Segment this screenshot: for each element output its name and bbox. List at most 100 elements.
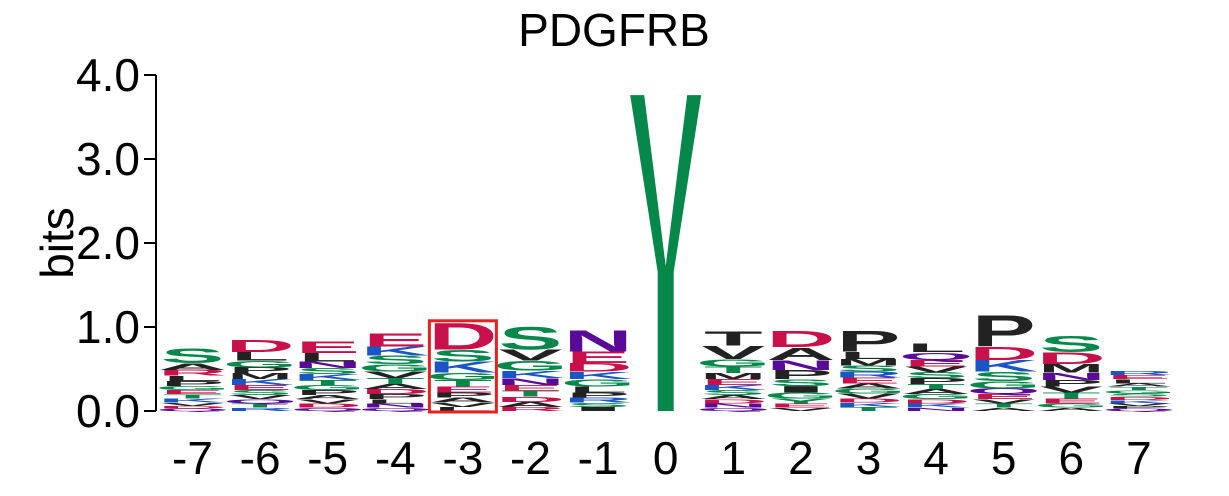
logo-letter: S — [499, 320, 563, 357]
logo-letter: T — [1110, 386, 1168, 391]
logo-letter: D — [1104, 396, 1173, 401]
logo-letter: T — [1042, 391, 1100, 400]
logo-letter: T — [501, 389, 559, 398]
logo-letter: T — [907, 383, 965, 391]
logo-letter: D — [361, 388, 430, 396]
logo-letter: T — [163, 393, 221, 399]
logo-letter: Q — [696, 407, 770, 412]
logo-letter: Q — [223, 398, 297, 404]
logo-letter: L — [569, 385, 627, 394]
logo-letter: V — [1107, 403, 1171, 407]
logo-letter: V — [701, 342, 765, 363]
logo-letter: E — [431, 385, 495, 394]
y-tick-label: 2.0 — [76, 217, 140, 269]
logo-letter: E — [161, 389, 225, 395]
logo-letter: S — [972, 369, 1036, 383]
x-tick-label: 6 — [1059, 432, 1085, 484]
logo-letter: A — [1037, 407, 1106, 412]
logo-letter: L — [839, 349, 897, 361]
logo-letter: K — [1104, 399, 1173, 404]
logo-letter: G — [899, 393, 973, 401]
logo-letter: M — [836, 357, 901, 367]
logo-letter: G — [223, 359, 297, 369]
logo-letter: P — [972, 306, 1036, 356]
logo-letter: N — [902, 407, 971, 412]
logo-letter: S — [769, 378, 833, 388]
y-tick-label: 1.0 — [76, 301, 140, 353]
logo-letter: G — [155, 385, 229, 391]
logo-letter: V — [1039, 385, 1103, 394]
logo-letter: L — [163, 375, 221, 383]
logo-letter: R — [1104, 370, 1173, 376]
logo-letter: S — [363, 353, 427, 366]
logo-letter: K — [361, 344, 430, 358]
logo-letter: I — [566, 406, 631, 413]
logo-letter: K — [564, 370, 633, 382]
logo-letter: K — [428, 359, 497, 376]
logo-letter: S — [1039, 331, 1103, 357]
logo-letter: T — [704, 365, 762, 375]
logo-letter: G — [1102, 389, 1176, 394]
logo-letter: K — [699, 384, 768, 392]
x-tick-label: 3 — [856, 432, 882, 484]
logo-letter: D — [766, 326, 835, 352]
logo-letter: A — [766, 344, 835, 364]
logo-letter: R — [158, 368, 227, 377]
logo-letter: K — [158, 397, 227, 403]
logo-letter: T — [704, 327, 762, 350]
letter-stack — [630, 95, 702, 411]
y-tick-label: 0.0 — [76, 385, 140, 437]
logo-letter: A — [428, 396, 497, 404]
highlight-box — [427, 319, 498, 414]
logo-letter: L — [299, 351, 357, 364]
logo-letter: P — [228, 366, 292, 375]
logo-letter: N — [496, 377, 565, 387]
logo-letter: S — [228, 389, 292, 397]
logo-letter: E — [904, 358, 968, 368]
x-tick-label: -7 — [172, 432, 213, 484]
logo-letter: P — [769, 368, 833, 382]
logo-letter: N — [699, 402, 768, 408]
y-tick-label: 3.0 — [76, 133, 140, 185]
logo-letter: A — [699, 394, 768, 400]
logo-letter: T — [975, 402, 1033, 408]
logo-letter: K — [496, 369, 565, 381]
logo-letter: V — [904, 365, 968, 374]
x-tick-label: 5 — [991, 432, 1017, 484]
logo-letter: Q — [899, 350, 973, 362]
x-tick-label: -6 — [240, 432, 281, 484]
logo-letter: S — [296, 367, 360, 376]
logo-letter: Q — [155, 408, 229, 412]
logo-letter: E — [363, 329, 427, 350]
x-tick-label: 4 — [923, 432, 949, 484]
logo-letter: T — [434, 378, 492, 388]
logo-letter: V — [837, 392, 901, 400]
logo-letter: E — [1107, 374, 1171, 380]
logo-letter: L — [907, 342, 965, 355]
logo-letter: R — [834, 370, 903, 379]
x-axis: -7 -6 -5 -4 -3 -2 -1 0 1 2 3 4 5 6 7 — [172, 432, 1152, 484]
logo-letter: V — [972, 398, 1036, 404]
logo-letter: T — [231, 402, 289, 408]
logo-letter: D — [496, 396, 565, 404]
logo-letter: E — [837, 376, 901, 385]
logo-letter: D — [834, 397, 903, 403]
logo-letter: Q — [291, 407, 365, 412]
x-tick-label: -4 — [375, 432, 416, 484]
logo-letter: G — [561, 377, 635, 389]
x-tick-label: 1 — [721, 432, 747, 484]
logo-letter: N — [766, 357, 835, 373]
logo-letter: V — [228, 394, 292, 400]
logo-letter: E — [499, 384, 563, 393]
logo-letter: V — [363, 370, 427, 380]
logo-letter: V — [296, 398, 360, 404]
logo-letter: M — [701, 372, 766, 381]
logo-letter: D — [699, 398, 768, 404]
logo-letter: E — [769, 402, 833, 408]
logo-letter: G — [493, 358, 567, 374]
